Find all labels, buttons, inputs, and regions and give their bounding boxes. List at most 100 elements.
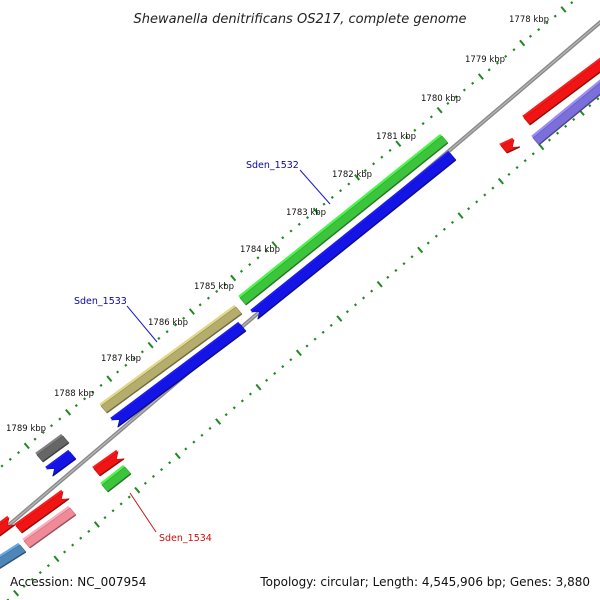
feature-blue-small[interactable] (45, 449, 77, 477)
minor-tick (168, 461, 172, 465)
minor-tick (313, 337, 317, 341)
gene-label-sden-1532[interactable]: Sden_1532 (246, 160, 331, 205)
feature-pink[interactable] (22, 505, 77, 549)
feature-red-edge[interactable] (0, 515, 16, 539)
minor-tick (157, 336, 161, 340)
feature-sden-1534-green[interactable] (100, 464, 132, 493)
minor-tick (248, 263, 252, 267)
minor-tick (405, 135, 409, 139)
minor-tick (523, 159, 527, 163)
minor-tick (119, 502, 123, 506)
minor-tick (223, 283, 227, 287)
minor-tick (553, 14, 557, 18)
minor-tick (305, 216, 310, 220)
feature-red-mid[interactable] (92, 449, 125, 477)
minor-tick (111, 509, 115, 513)
minor-tick (483, 193, 487, 197)
minor-tick (232, 406, 236, 410)
feature-red-left[interactable] (14, 489, 70, 534)
minor-tick (471, 81, 475, 85)
minor-tick (394, 268, 398, 273)
gene-label-sden-1534[interactable]: Sden_1534 (129, 492, 212, 544)
minor-tick (182, 316, 186, 320)
major-tick (188, 308, 195, 315)
scale-tick-label: 1784 kbp (240, 245, 280, 255)
minor-tick (99, 383, 103, 387)
minor-tick (588, 104, 592, 108)
minor-tick (281, 365, 285, 369)
minor-tick (402, 262, 406, 266)
minor-tick (515, 165, 519, 170)
major-tick (230, 274, 237, 282)
feature-sden-1533-blue[interactable] (110, 321, 247, 428)
minor-tick (143, 481, 147, 485)
minor-tick (487, 68, 491, 72)
major-tick (417, 246, 424, 254)
feature-steel[interactable] (0, 542, 27, 571)
scale-tick-label: 1787 kbp (101, 354, 141, 364)
minor-tick (16, 451, 21, 455)
minor-tick (63, 550, 67, 554)
minor-tick (265, 378, 269, 382)
feature-sden-1532-blue[interactable] (250, 150, 457, 320)
minor-tick (74, 404, 78, 408)
feature-sden-1532-green[interactable] (238, 133, 449, 306)
scale-tick-label: 1781 kbp (376, 132, 416, 142)
minor-tick (380, 155, 384, 159)
major-tick (497, 177, 504, 185)
minor-tick (450, 220, 455, 224)
minor-tick (198, 303, 202, 307)
scale-labels: 1778 kbp 1779 kbp 1780 kbp 1781 kbp 1782… (6, 15, 549, 434)
minor-tick (6, 598, 10, 600)
minor-tick (140, 350, 144, 354)
feature-red-small[interactable] (499, 137, 521, 154)
minor-tick (528, 34, 533, 38)
minor-tick (87, 529, 91, 533)
minor-tick (30, 577, 34, 581)
gene-label-text[interactable]: Sden_1534 (159, 533, 212, 544)
minor-tick (491, 186, 495, 190)
minor-tick (347, 182, 351, 186)
major-tick (53, 555, 60, 563)
minor-tick (224, 413, 228, 417)
major-tick (376, 280, 383, 288)
major-tick (23, 442, 30, 450)
feature-gray[interactable] (35, 433, 70, 463)
minor-tick (462, 88, 466, 92)
major-tick (271, 241, 278, 248)
major-tick (106, 375, 113, 383)
major-tick (174, 452, 181, 460)
minor-tick (512, 48, 516, 52)
scale-tick-label: 1779 kbp (465, 55, 505, 65)
scale-tick-label: 1785 kbp (194, 282, 234, 292)
minor-tick (547, 138, 551, 142)
minor-tick (124, 363, 128, 367)
major-tick (395, 140, 402, 148)
minor-tick (570, 1, 574, 5)
major-tick (147, 341, 154, 349)
minor-tick (38, 570, 42, 575)
minor-tick (537, 28, 541, 32)
gene-label-text[interactable]: Sden_1533 (74, 296, 127, 307)
minor-tick (22, 584, 26, 588)
gene-label-sden-1533[interactable]: Sden_1533 (74, 296, 158, 343)
scale-tick-label: 1786 kbp (148, 318, 188, 328)
major-tick (215, 418, 222, 425)
minor-tick (322, 202, 326, 206)
gene-label-text[interactable]: Sden_1532 (246, 160, 299, 171)
major-tick (93, 521, 100, 528)
major-tick (436, 106, 443, 114)
minor-tick (330, 195, 334, 199)
feature-sden-1533-olive[interactable] (99, 304, 243, 414)
minor-tick (159, 468, 164, 472)
minor-tick (184, 447, 188, 451)
minor-tick (434, 234, 438, 238)
minor-tick (555, 131, 560, 135)
minor-tick (564, 124, 568, 128)
minor-tick (545, 21, 549, 25)
minor-tick (442, 227, 446, 231)
major-tick (336, 315, 343, 322)
minor-tick (208, 426, 212, 430)
minor-tick (79, 536, 83, 540)
